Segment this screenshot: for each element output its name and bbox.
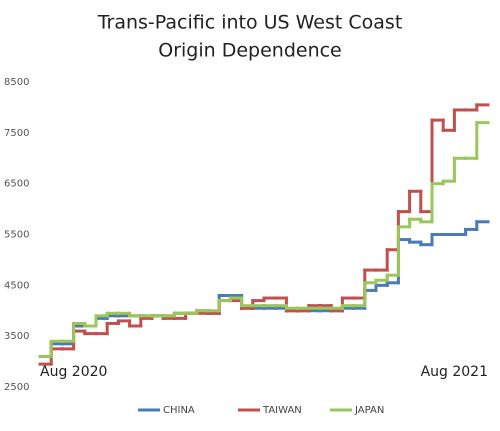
legend-label: JAPAN [354, 405, 384, 416]
x-tick-label: Aug 2020 [40, 364, 107, 380]
x-tick-label: Aug 2021 [421, 364, 488, 380]
y-tick-label: 3500 [4, 331, 29, 342]
legend-label: CHINA [163, 405, 195, 416]
y-tick-label: 8500 [4, 77, 29, 88]
legend-label: TAIWAN [262, 405, 302, 416]
series-line [38, 220, 490, 358]
chart-title: Origin Dependence [158, 40, 342, 62]
series-line [38, 103, 490, 366]
chart-title: Trans-Pacific into US West Coast [97, 12, 403, 34]
y-tick-label: 4500 [4, 280, 29, 291]
y-tick-label: 6500 [4, 179, 29, 190]
series-line [38, 121, 490, 358]
y-tick-label: 5500 [4, 230, 29, 241]
y-tick-label: 2500 [4, 382, 29, 393]
y-tick-label: 7500 [4, 128, 29, 139]
